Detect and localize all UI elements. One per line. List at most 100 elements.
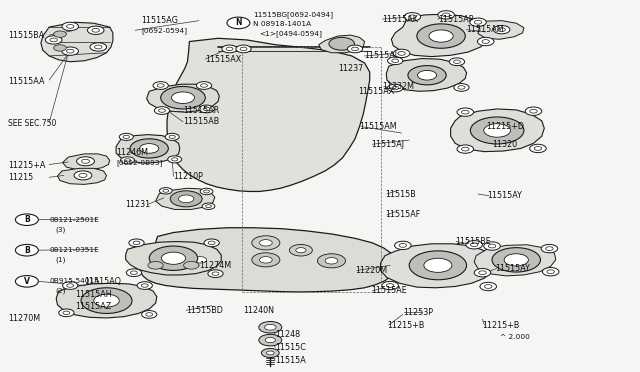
Circle shape xyxy=(146,313,153,316)
Polygon shape xyxy=(63,154,109,170)
Circle shape xyxy=(329,37,355,50)
Circle shape xyxy=(137,282,152,289)
Circle shape xyxy=(81,159,90,163)
Text: 0B915-5401A: 0B915-5401A xyxy=(49,278,99,284)
Circle shape xyxy=(129,239,144,247)
Circle shape xyxy=(442,13,450,17)
Circle shape xyxy=(409,251,467,280)
Circle shape xyxy=(240,47,247,51)
Circle shape xyxy=(525,107,541,115)
Circle shape xyxy=(325,257,338,264)
Circle shape xyxy=(388,84,403,92)
Circle shape xyxy=(159,109,165,112)
Circle shape xyxy=(204,190,209,193)
Circle shape xyxy=(404,13,420,21)
Circle shape xyxy=(172,92,195,103)
Circle shape xyxy=(388,57,403,65)
Circle shape xyxy=(179,195,194,203)
Text: 11515BG[0692-0494]: 11515BG[0692-0494] xyxy=(253,11,333,17)
Polygon shape xyxy=(116,135,180,163)
Circle shape xyxy=(454,60,460,64)
Circle shape xyxy=(484,242,500,250)
Text: [0692-0594]: [0692-0594] xyxy=(141,28,188,34)
Circle shape xyxy=(226,47,233,51)
Text: N: N xyxy=(235,18,242,28)
Text: 11246M: 11246M xyxy=(116,148,148,157)
Text: 11515AY: 11515AY xyxy=(487,191,522,200)
Circle shape xyxy=(141,311,157,318)
Circle shape xyxy=(394,241,411,250)
Circle shape xyxy=(161,86,205,109)
Circle shape xyxy=(154,107,170,115)
Circle shape xyxy=(62,47,79,55)
Circle shape xyxy=(392,59,399,62)
Text: 11215+B: 11215+B xyxy=(387,321,424,330)
Text: 11332M: 11332M xyxy=(383,82,415,91)
Text: [0692-0B93]: [0692-0B93] xyxy=(116,159,163,166)
Circle shape xyxy=(81,288,132,314)
Circle shape xyxy=(50,38,58,42)
Circle shape xyxy=(196,82,212,89)
Text: 11515AE: 11515AE xyxy=(371,286,407,295)
Text: 11515AH: 11515AH xyxy=(75,290,111,299)
Circle shape xyxy=(74,171,92,180)
Text: 11240N: 11240N xyxy=(244,306,275,315)
Circle shape xyxy=(169,135,175,138)
Circle shape xyxy=(148,262,163,269)
Circle shape xyxy=(208,270,223,278)
Text: 11515B: 11515B xyxy=(385,189,416,199)
Text: 11270M: 11270M xyxy=(8,314,40,323)
Polygon shape xyxy=(319,35,365,53)
Circle shape xyxy=(88,26,104,35)
Circle shape xyxy=(387,284,394,288)
Polygon shape xyxy=(41,22,113,62)
Text: <1>[0494-0594]: <1>[0494-0594] xyxy=(259,30,323,37)
Text: 11515AG: 11515AG xyxy=(141,16,179,25)
Circle shape xyxy=(149,246,198,270)
Text: 11231: 11231 xyxy=(125,200,151,209)
Circle shape xyxy=(205,205,211,208)
Circle shape xyxy=(62,22,79,31)
Circle shape xyxy=(203,107,210,111)
Circle shape xyxy=(259,257,272,263)
Circle shape xyxy=(140,144,159,153)
Circle shape xyxy=(200,188,213,195)
Circle shape xyxy=(348,45,363,53)
Text: 11215+D: 11215+D xyxy=(486,122,524,131)
Circle shape xyxy=(265,337,275,343)
Circle shape xyxy=(157,84,164,87)
Circle shape xyxy=(474,20,482,24)
Circle shape xyxy=(547,270,554,273)
Circle shape xyxy=(45,36,62,44)
Circle shape xyxy=(15,244,38,256)
Text: 11515AM: 11515AM xyxy=(360,122,397,131)
Circle shape xyxy=(498,28,506,32)
Circle shape xyxy=(454,84,469,91)
Circle shape xyxy=(133,241,140,244)
Circle shape xyxy=(222,45,237,53)
Circle shape xyxy=(477,37,494,46)
Circle shape xyxy=(200,84,207,87)
Text: N 08918-1401A: N 08918-1401A xyxy=(253,21,311,27)
Circle shape xyxy=(79,173,87,177)
Circle shape xyxy=(15,276,38,287)
Circle shape xyxy=(120,157,134,164)
Circle shape xyxy=(123,135,129,138)
Text: 11515AX: 11515AX xyxy=(205,55,241,64)
Circle shape xyxy=(153,82,168,89)
Circle shape xyxy=(382,281,398,290)
Circle shape xyxy=(212,272,219,275)
Circle shape xyxy=(165,133,179,140)
Text: 11515AQ: 11515AQ xyxy=(84,277,121,286)
Circle shape xyxy=(259,334,282,346)
Circle shape xyxy=(470,117,524,144)
Circle shape xyxy=(457,145,474,153)
Circle shape xyxy=(95,45,102,49)
Text: 11215+A: 11215+A xyxy=(8,161,45,170)
Circle shape xyxy=(480,282,497,291)
Text: (2): (2) xyxy=(56,288,66,294)
Circle shape xyxy=(541,244,557,253)
Text: 11515BD: 11515BD xyxy=(186,306,223,315)
Circle shape xyxy=(252,236,280,250)
Text: B: B xyxy=(24,246,29,255)
